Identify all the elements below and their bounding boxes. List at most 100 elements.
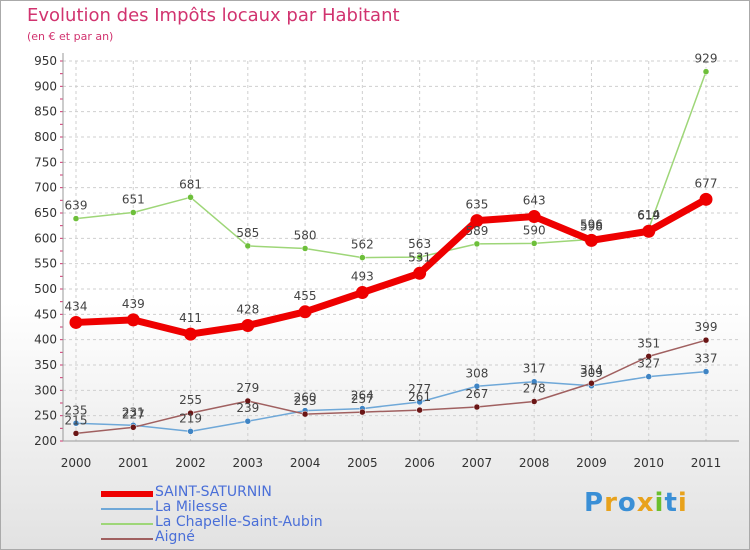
data-point (301, 410, 309, 418)
data-point (413, 266, 427, 280)
data-point (72, 420, 80, 427)
data-label: 585 (236, 226, 259, 240)
data-point (187, 428, 194, 435)
logo-letter: t (664, 488, 678, 518)
data-label: 327 (637, 357, 660, 371)
y-tick-label: 750 (34, 155, 57, 169)
data-point (416, 406, 423, 414)
data-point (301, 245, 309, 252)
data-point (588, 379, 595, 387)
y-tick-label: 400 (34, 333, 57, 347)
legend-swatch-aigne (101, 538, 153, 540)
data-label: 563 (408, 237, 431, 251)
x-tick-label: 2003 (233, 456, 264, 470)
series-line (75, 196, 708, 338)
y-tick-label: 850 (34, 105, 57, 119)
y-tick-label: 800 (34, 130, 57, 144)
x-tick-label: 2000 (61, 456, 92, 470)
data-point (241, 318, 255, 332)
data-point (470, 214, 484, 228)
y-tick-label: 250 (34, 409, 57, 423)
data-label: 643 (523, 194, 546, 208)
data-label: 279 (236, 381, 259, 395)
data-point (416, 398, 423, 406)
data-point (473, 383, 481, 390)
data-label: 231 (122, 405, 145, 419)
data-point (244, 397, 252, 405)
data-label: 619 (637, 209, 660, 223)
x-tick-label: 2007 (462, 456, 493, 470)
legend-swatch-saint-saturnin (101, 491, 153, 497)
data-point (359, 254, 366, 261)
data-label: 411 (179, 311, 202, 325)
chart-title: Evolution des Impôts locaux par Habitant (27, 5, 400, 26)
data-label: 337 (695, 352, 718, 366)
data-label: 635 (465, 198, 488, 212)
data-point (69, 315, 83, 329)
data-label: 309 (580, 366, 603, 380)
y-tick-label: 300 (34, 383, 57, 397)
data-label: 215 (65, 413, 88, 427)
data-point (184, 327, 198, 341)
data-point (473, 403, 481, 411)
x-tick-label: 2010 (633, 456, 664, 470)
data-label: 219 (179, 411, 202, 425)
x-tick-label: 2005 (347, 456, 378, 470)
logo-letter: i (654, 488, 665, 518)
data-label: 399 (695, 320, 718, 334)
data-label: 278 (523, 381, 546, 395)
x-tick-label: 2009 (576, 456, 607, 470)
data-point (699, 192, 713, 206)
y-tick-label: 550 (34, 257, 57, 271)
series-line (75, 370, 707, 433)
data-label: 531 (408, 250, 431, 264)
data-label: 677 (695, 176, 718, 190)
data-point (130, 424, 137, 431)
y-tick-label: 500 (34, 282, 57, 296)
legend-label-la-chapelle-saint-aubin: La Chapelle-Saint-Aubin (155, 514, 323, 530)
data-label: 227 (122, 407, 145, 421)
data-point (187, 409, 194, 417)
y-tick-label: 700 (34, 181, 57, 195)
data-label: 590 (523, 223, 546, 237)
data-label: 264 (351, 389, 374, 403)
data-point (72, 215, 80, 222)
data-label: 434 (65, 299, 88, 313)
data-label: 598 (580, 219, 603, 233)
data-point (645, 353, 652, 360)
x-tick-label: 2001 (118, 456, 149, 470)
data-label: 308 (465, 366, 488, 380)
logo-letter: r (604, 488, 618, 518)
data-label: 351 (637, 336, 660, 350)
series-line (75, 339, 707, 435)
data-label: 589 (465, 224, 488, 238)
legend-label-saint-saturnin: SAINT-SATURNIN (155, 484, 272, 500)
data-point (530, 378, 538, 385)
x-tick-label: 2006 (404, 456, 435, 470)
x-tick-label: 2011 (691, 456, 722, 470)
data-point (702, 368, 710, 375)
data-label: 929 (695, 52, 718, 66)
data-label: 428 (236, 302, 259, 316)
data-label: 253 (294, 394, 317, 408)
chart-subtitle: (en € et par an) (27, 30, 114, 43)
data-point (642, 224, 656, 238)
logo-letter: x (636, 488, 655, 518)
y-tick-label: 200 (34, 434, 57, 448)
x-tick-label: 2008 (519, 456, 550, 470)
data-label: 651 (122, 192, 145, 206)
data-label: 277 (408, 382, 431, 396)
data-point (187, 194, 194, 201)
data-point (72, 430, 80, 437)
data-point (298, 305, 312, 319)
data-label: 596 (580, 217, 603, 231)
proxiti-logo: Proxiti (584, 488, 688, 518)
legend-label-aigne: Aigné (155, 529, 195, 545)
data-label: 317 (523, 362, 546, 376)
data-point (416, 253, 423, 261)
y-tick-label: 450 (34, 307, 57, 321)
data-label: 614 (637, 208, 660, 222)
data-point (244, 242, 252, 250)
y-tick-label: 900 (34, 79, 57, 93)
